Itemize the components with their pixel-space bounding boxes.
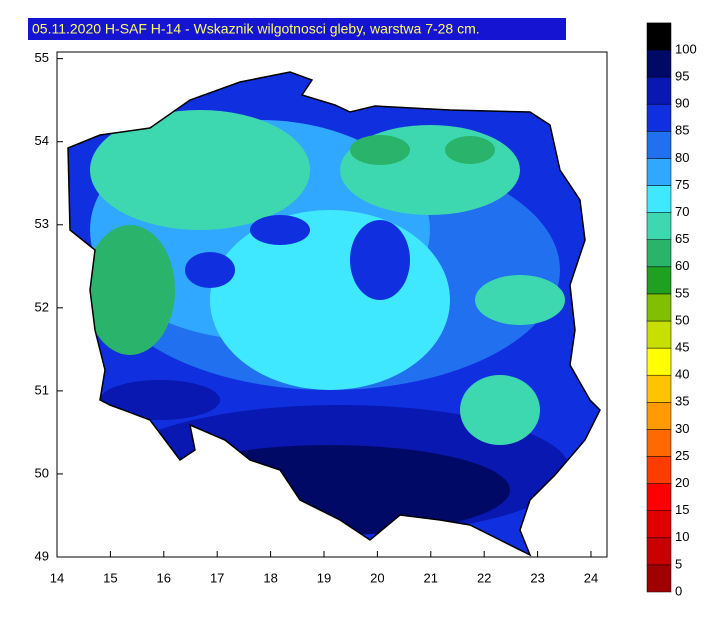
x-tick-label: 21 xyxy=(424,570,438,585)
colorbar-bin xyxy=(646,293,672,322)
colorbar-bin xyxy=(646,483,672,511)
colorbar-bin xyxy=(646,76,672,105)
colorbar-bin xyxy=(646,320,672,349)
colorbar-bin xyxy=(646,239,672,268)
colorbar-bin xyxy=(646,347,672,376)
colorbar-label: 90 xyxy=(675,96,689,111)
colorbar-bin xyxy=(646,158,672,186)
x-tick-label: 18 xyxy=(263,570,277,585)
colorbar-bin xyxy=(646,49,672,78)
colorbar-label: 25 xyxy=(675,448,689,463)
colorbar-label: 85 xyxy=(675,123,689,138)
colorbar-label: 50 xyxy=(675,312,689,327)
colorbar-bin xyxy=(646,537,672,566)
colorbar-label: 45 xyxy=(675,340,689,355)
colorbar-bin xyxy=(646,510,672,539)
x-tick-label: 24 xyxy=(584,570,598,585)
x-tick-label: 22 xyxy=(477,570,491,585)
y-tick-label: 49 xyxy=(35,548,49,563)
colorbar-bin xyxy=(646,564,672,593)
colorbar-bin xyxy=(646,185,672,213)
colorbar-bin xyxy=(646,429,672,457)
colorbar-bin xyxy=(646,131,672,159)
y-tick-label: 54 xyxy=(35,133,49,148)
colorbar-bin xyxy=(646,22,672,51)
colorbar-label: 95 xyxy=(675,69,689,84)
y-tick-label: 55 xyxy=(35,50,49,65)
y-tick-label: 52 xyxy=(35,299,49,314)
x-tick-label: 16 xyxy=(157,570,171,585)
colorbar-bin xyxy=(646,374,672,403)
colorbar-label: 75 xyxy=(675,177,689,192)
colorbar-bin xyxy=(646,456,672,484)
colorbar-label: 70 xyxy=(675,204,689,219)
colorbar-label: 35 xyxy=(675,394,689,409)
y-tick-label: 51 xyxy=(35,382,49,397)
x-tick-label: 14 xyxy=(50,570,64,585)
country-border xyxy=(67,71,601,557)
x-tick-label: 20 xyxy=(370,570,384,585)
title-box xyxy=(28,18,566,40)
colorbar-label: 30 xyxy=(675,421,689,436)
colorbar-label: 0 xyxy=(675,583,682,598)
colorbar-bin xyxy=(646,103,672,132)
x-tick-label: 15 xyxy=(103,570,117,585)
colorbar-label: 5 xyxy=(675,556,682,571)
y-tick-label: 53 xyxy=(35,216,49,231)
colorbar-label: 15 xyxy=(675,502,689,517)
colorbar-label: 65 xyxy=(675,231,689,246)
colorbar-label: 80 xyxy=(675,150,689,165)
x-tick-label: 23 xyxy=(530,570,544,585)
colorbar-bin xyxy=(646,266,672,295)
colorbar-bin xyxy=(646,402,672,430)
colorbar-label: 60 xyxy=(675,258,689,273)
x-tick-label: 19 xyxy=(317,570,331,585)
colorbar-label: 10 xyxy=(675,529,689,544)
colorbar-label: 55 xyxy=(675,285,689,300)
colorbar-label: 100 xyxy=(675,41,697,56)
y-tick-label: 50 xyxy=(35,465,49,480)
colorbar-label: 20 xyxy=(675,475,689,490)
x-tick-label: 17 xyxy=(210,570,224,585)
colorbar-label: 40 xyxy=(675,367,689,382)
colorbar-bin xyxy=(646,212,672,240)
title: 05.11.2020 H-SAF H-14 - Wskaznik wilgotn… xyxy=(32,21,480,37)
